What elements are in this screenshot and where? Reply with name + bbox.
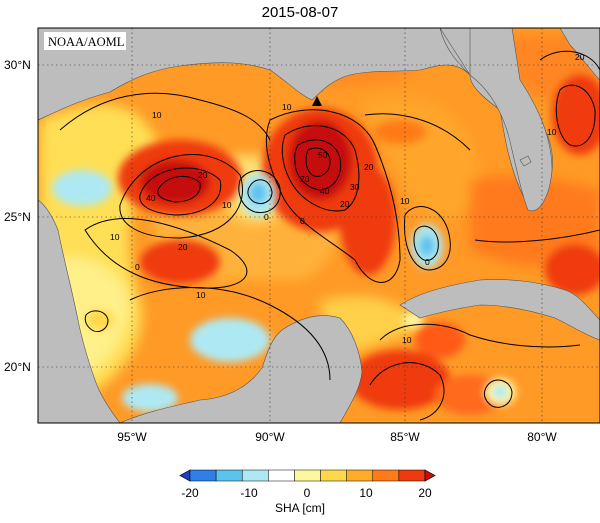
colorbar-segment	[294, 469, 321, 482]
map-frame	[37, 27, 600, 424]
sha-field-neg	[52, 170, 516, 412]
lon-label: 90°W	[255, 430, 285, 444]
map-field: 10 10 10 10 10 10 10 10 20 20 20 20 20 2…	[38, 28, 600, 423]
colorbar-segment	[320, 469, 347, 482]
colorbar-tick: 10	[359, 486, 373, 500]
lon-label: 80°W	[527, 430, 557, 444]
contour-label: 10	[152, 110, 162, 120]
colorbar-max-arrow	[424, 469, 436, 482]
lat-label: 30°N	[4, 58, 31, 72]
colorbar-segment	[268, 469, 295, 482]
contour-label: 20	[340, 199, 350, 209]
contour-label: 0	[264, 212, 269, 222]
source-badge-text: NOAA/AOML	[48, 35, 124, 49]
contour-label: 20	[198, 170, 208, 180]
contour-label: 10	[196, 290, 206, 300]
source-badge	[44, 32, 126, 50]
colorbar-segment	[189, 469, 217, 482]
contour-label: 20	[300, 174, 310, 184]
contour-label: 10	[110, 232, 120, 242]
colorbar-segment	[241, 469, 269, 482]
contour-label: 40	[146, 193, 156, 203]
graticule	[38, 28, 600, 423]
colorbar-tick: -20	[181, 486, 199, 500]
lon-label: 95°W	[117, 430, 147, 444]
lat-label: 20°N	[4, 360, 31, 374]
contour-label: 0	[425, 257, 430, 267]
contour-label: 0	[300, 216, 305, 226]
lon-label: 85°W	[390, 430, 420, 444]
colorbar-min-arrow	[179, 469, 191, 482]
contour-label: 10	[547, 127, 557, 137]
colorbar-tick: -10	[240, 486, 258, 500]
colorbar-segment	[215, 469, 243, 482]
contour-label: 40	[320, 186, 330, 196]
contour-label: 30	[350, 182, 360, 192]
contour-label: 10	[402, 335, 412, 345]
colorbar-segment	[346, 469, 374, 482]
map-title: 2015-08-07	[261, 4, 339, 21]
colorbar-label: SHA [cm]	[274, 501, 325, 515]
station-marker-icon	[312, 96, 322, 106]
colorbar	[179, 469, 436, 482]
lat-label: 25°N	[4, 210, 31, 224]
colorbar-tick: 0	[304, 486, 311, 500]
contour-label: 0	[135, 262, 140, 272]
contour-label: 20	[364, 162, 374, 172]
colorbar-segment	[398, 469, 426, 482]
contour-label: 10	[282, 102, 292, 112]
colorbar-segment	[372, 469, 400, 482]
contour-label-group: 10 10 10 10 10 10 10 10 20 20 20 20 20 2…	[110, 52, 585, 345]
contour-lines	[59, 50, 600, 421]
sha-field-high	[118, 75, 600, 415]
contour-label: 10	[400, 196, 410, 206]
contour-label: 20	[575, 52, 585, 62]
contour-label: 20	[178, 242, 188, 252]
contour-label: 50	[318, 150, 328, 160]
contour-label: 10	[222, 200, 232, 210]
colorbar-tick: 20	[418, 486, 432, 500]
